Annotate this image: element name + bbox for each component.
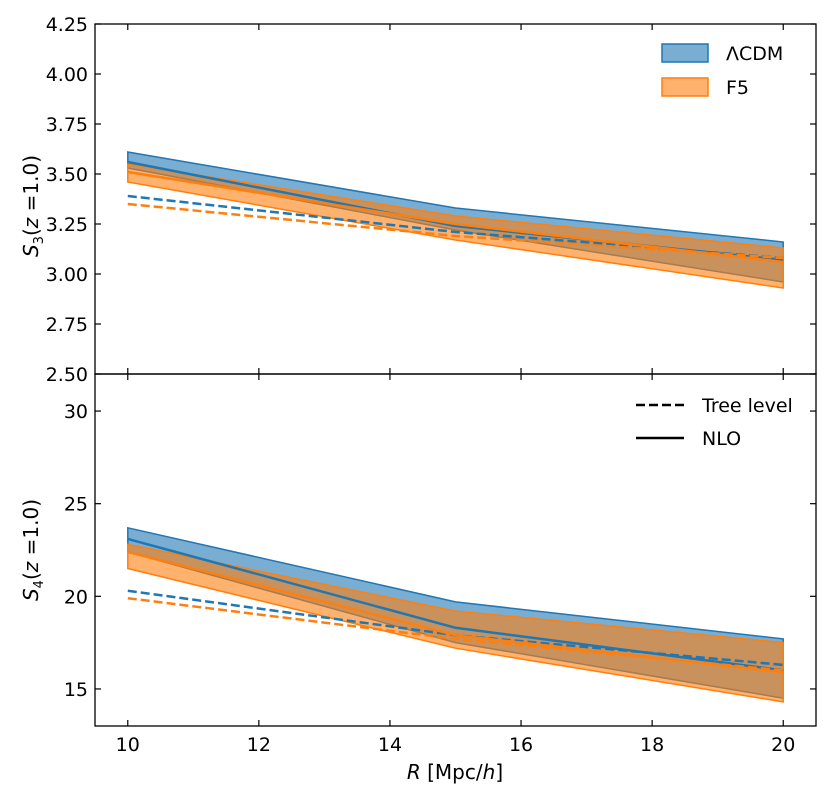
x-tick-label: 14 (378, 734, 402, 756)
x-tick-label: 10 (116, 734, 140, 756)
top-nlo-line-f5 (127, 170, 784, 264)
x-tick-label: 16 (509, 734, 533, 756)
bottom-y-tick-label: 25 (64, 494, 88, 516)
top-legend: ΛCDM F5 (661, 43, 783, 99)
top-y-tick-label: 3.75 (46, 114, 88, 136)
panel-s3: 2.50 2.75 3.00 3.25 3.50 3.75 4.00 4.25 S3(z =1… (19, 14, 817, 386)
top-y-tick-label: 3.00 (46, 264, 88, 286)
bottom-y-tick-label: 15 (64, 679, 88, 701)
top-tree-line-f5 (127, 202, 784, 260)
bottom-legend: Tree level NLO (636, 395, 793, 450)
bottom-nlo-line-lcdm (127, 537, 784, 672)
top-axes-frame (94, 23, 817, 375)
bottom-y-axis-label: S4(z =1.0) (19, 499, 47, 601)
bottom-band-f5 (127, 543, 784, 703)
legend-label-f5: F5 (726, 77, 749, 99)
top-y-tick-label: 4.00 (46, 64, 88, 86)
x-tick-label: 20 (771, 734, 795, 756)
bottom-y-tick-label: 20 (64, 586, 88, 608)
top-y-tick-label: 4.25 (46, 14, 88, 36)
top-y-axis-label: S3(z =1.0) (19, 155, 47, 257)
legend-label-lcdm: ΛCDM (726, 43, 783, 65)
top-y-tick-label: 2.75 (46, 314, 88, 336)
top-y-tick-label: 3.25 (46, 214, 88, 236)
panel-s4: 15 20 25 30 10 12 14 16 18 20 S4(z =1.0) Tree lev… (19, 373, 817, 784)
legend-swatch-lcdm (661, 43, 709, 63)
legend-label-tree: Tree level (701, 395, 793, 417)
x-axis-label: R [Mpc/h] (407, 760, 503, 784)
legend-label-nlo: NLO (702, 428, 741, 450)
x-tick-label: 12 (247, 734, 271, 756)
top-y-tick-label: 3.50 (46, 164, 88, 186)
top-y-tick-label: 2.50 (46, 364, 88, 386)
bottom-nlo-line-f5 (127, 550, 784, 674)
bottom-axes-frame (94, 373, 817, 727)
x-tick-label: 18 (640, 734, 664, 756)
bottom-y-tick-label: 30 (64, 401, 88, 423)
legend-swatch-f5 (661, 77, 709, 97)
